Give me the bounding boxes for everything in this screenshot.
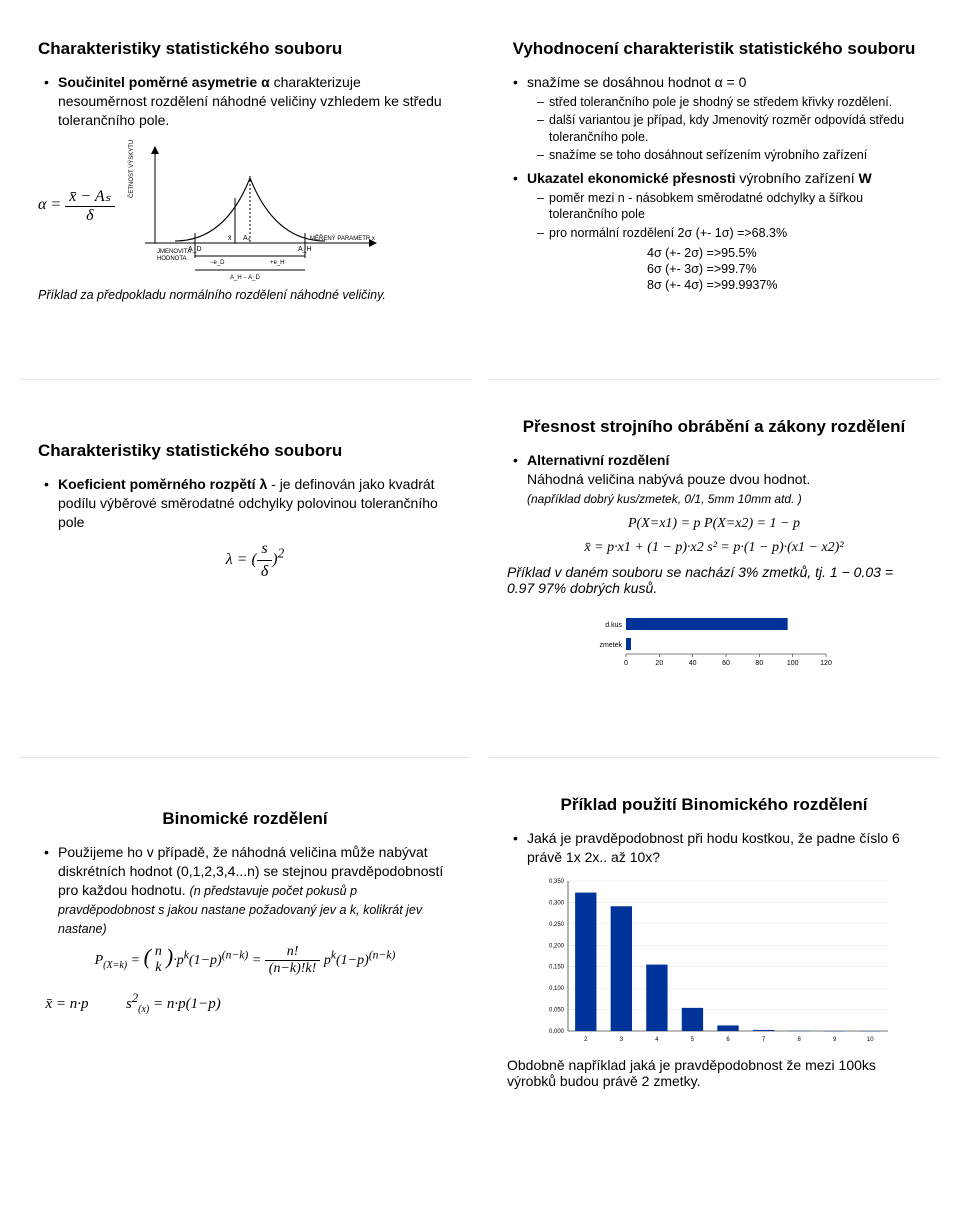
svg-text:−e_D: −e_D (210, 260, 225, 266)
slide3-list: Koeficient poměrného rozpětí λ - je defi… (38, 475, 452, 582)
svg-text:A_H: A_H (298, 246, 312, 253)
svg-text:20: 20 (655, 660, 663, 667)
sigma-line-2: 4σ (+- 2σ) =>95.5% (527, 245, 921, 261)
slide6-end: Obdobně například jaká je pravděpodobnos… (507, 1057, 921, 1089)
alternative-dist-barchart: d.kus zmetek 0 20 40 60 80 100 120 (584, 606, 844, 676)
slide-4: Přesnost strojního obrábění a zákony roz… (489, 398, 940, 758)
alpha-formula: α = x̄ − Aₛ δ (38, 146, 115, 225)
svg-text:8: 8 (797, 1037, 801, 1043)
slide3-b1a: Koeficient poměrného rozpětí λ (58, 476, 267, 492)
slide-1: Charakteristiky statistického souboru So… (20, 20, 471, 380)
binom-formula: P(X=k) = (nk)·pk(1−p)(n−k) = n!(n−k)!k! … (38, 944, 452, 977)
bell-curve-diagram: ČETNOST VÝSKYTU JMENOVITÁ HODNOTA MĚŘENÝ… (125, 138, 385, 288)
svg-text:2: 2 (584, 1037, 588, 1043)
svg-text:zmetek: zmetek (599, 642, 622, 649)
svg-text:0,250: 0,250 (549, 922, 565, 928)
bell-mid: Aₛ (243, 235, 251, 242)
bell-ylabel: ČETNOST VÝSKYTU (128, 140, 135, 198)
alpha-den: δ (65, 207, 114, 225)
slide2-b1s3: snažíme se toho dosáhnout seřízením výro… (537, 147, 921, 163)
svg-text:A_H − A_D: A_H − A_D (230, 275, 261, 281)
binom-mv-formula: x̄ = n·p s2(x) = n·p(1−p) (38, 991, 452, 1015)
slide3-title: Charakteristiky statistického souboru (38, 440, 452, 461)
slide-5: Binomické rozdělení Použijeme ho v přípa… (20, 776, 471, 1136)
svg-text:+e_H: +e_H (270, 260, 285, 266)
slide6-list: Jaká je pravděpodobnost při hodu kostkou… (507, 829, 921, 867)
svg-text:100: 100 (787, 660, 799, 667)
alpha-num: x̄ − Aₛ (65, 186, 114, 207)
slide5-title: Binomické rozdělení (38, 808, 452, 829)
slide4-b1: Alternativní rozdělení Náhodná veličina … (513, 451, 921, 508)
slide4-list: Alternativní rozdělení Náhodná veličina … (507, 451, 921, 508)
svg-text:6: 6 (726, 1037, 730, 1043)
slide4-title: Přesnost strojního obrábění a zákony roz… (507, 416, 921, 437)
svg-text:120: 120 (820, 660, 832, 667)
slide1-b1-label: Součinitel poměrné asymetrie α (58, 74, 270, 90)
slide4-b1-text: Náhodná veličina nabývá pouze dvou hodno… (527, 471, 810, 487)
slide2-b1-text: snažíme se dosáhnou hodnot α = 0 (527, 74, 746, 90)
slide2-b2s2: pro normální rozdělení 2σ (+- 1σ) =>68.3… (537, 225, 921, 241)
sigma-line-4: 8σ (+- 4σ) =>99.9937% (527, 277, 921, 293)
svg-text:HODNOTA: HODNOTA (157, 256, 187, 262)
svg-text:80: 80 (755, 660, 763, 667)
svg-text:0,200: 0,200 (549, 943, 565, 949)
binomial-barchart: 0,000 0,050 0,100 0,150 0,200 0,250 0,300 0,350… (524, 873, 904, 1053)
slide2-b2a: Ukazatel ekonomické přesnosti (527, 170, 736, 186)
svg-text:60: 60 (722, 660, 730, 667)
sigma-line-3: 6σ (+- 3σ) =>99.7% (527, 261, 921, 277)
slide-6: Příklad použití Binomického rozdělení Ja… (489, 776, 940, 1136)
lambda-formula: λ = ( s δ )2 (58, 538, 452, 582)
slide4-mean-formula: x̄ = p·x1 + (1 − p)·x2 s² = p·(1 − p)·(x… (507, 540, 921, 556)
slide1-bullet1: Součinitel poměrné asymetrie α charakter… (44, 73, 452, 130)
svg-text:0,100: 0,100 (549, 986, 565, 992)
svg-text:3: 3 (620, 1037, 624, 1043)
svg-text:0: 0 (624, 660, 628, 667)
slide3-b1: Koeficient poměrného rozpětí λ - je defi… (44, 475, 452, 582)
slide2-b1: snažíme se dosáhnou hodnot α = 0 střed t… (513, 73, 921, 163)
svg-text:0,300: 0,300 (549, 900, 565, 906)
svg-text:40: 40 (689, 660, 697, 667)
svg-text:10: 10 (867, 1037, 874, 1043)
slide2-b2c: W (858, 170, 871, 186)
slide4-example: Příklad v daném souboru se nachází 3% zm… (507, 564, 921, 596)
bell-xleft: JMENOVITÁ (157, 248, 191, 255)
bell-mean: x̄ (228, 235, 232, 242)
slide-2: Vyhodnocení charakteristik statistického… (489, 20, 940, 380)
slide2-b1s2: další variantou je případ, kdy Jmenovitý… (537, 112, 921, 145)
slide2-b2b: výrobního zařízení (736, 170, 859, 186)
slide5-b1: Použijeme ho v případě, že náhodná velič… (44, 843, 452, 937)
alpha-lhs: α = (38, 196, 61, 213)
slide6-b1: Jaká je pravděpodobnost při hodu kostkou… (513, 829, 921, 867)
slide4-b1-note: (například dobrý kus/zmetek, 0/1, 5mm 10… (527, 492, 802, 506)
slide-3: Charakteristiky statistického souboru Ko… (20, 398, 471, 758)
svg-text:0,350: 0,350 (549, 879, 565, 885)
svg-text:4: 4 (655, 1037, 659, 1043)
slide1-title: Charakteristiky statistického souboru (38, 38, 452, 59)
svg-text:9: 9 (833, 1037, 837, 1043)
bell-xright: MĚŘENÝ PARAMETR x (310, 234, 375, 242)
svg-text:5: 5 (691, 1037, 695, 1043)
svg-text:0,000: 0,000 (549, 1029, 565, 1035)
slide6-title: Příklad použití Binomického rozdělení (507, 794, 921, 815)
slide1-list: Součinitel poměrné asymetrie α charakter… (38, 73, 452, 130)
svg-text:0,150: 0,150 (549, 965, 565, 971)
svg-text:d.kus: d.kus (605, 622, 622, 629)
slide2-b1s1: střed tolerančního pole je shodný se stř… (537, 94, 921, 110)
slide2-title: Vyhodnocení charakteristik statistického… (507, 38, 921, 59)
slide4-p-formula: P(X=x1) = p P(X=x2) = 1 − p (507, 516, 921, 532)
slide5-list: Použijeme ho v případě, že náhodná velič… (38, 843, 452, 937)
slide4-b1-label: Alternativní rozdělení (527, 452, 669, 468)
slide2-b2s1: poměr mezi n - násobkem směrodatné odchy… (537, 190, 921, 223)
slide2-list: snažíme se dosáhnou hodnot α = 0 střed t… (507, 73, 921, 293)
svg-text:A_D: A_D (188, 246, 202, 253)
svg-text:0,050: 0,050 (549, 1008, 565, 1014)
slide1-footnote: Příklad za předpokladu normálního rozděl… (38, 288, 452, 302)
slide2-b2: Ukazatel ekonomické přesnosti výrobního … (513, 169, 921, 293)
svg-text:7: 7 (762, 1037, 766, 1043)
